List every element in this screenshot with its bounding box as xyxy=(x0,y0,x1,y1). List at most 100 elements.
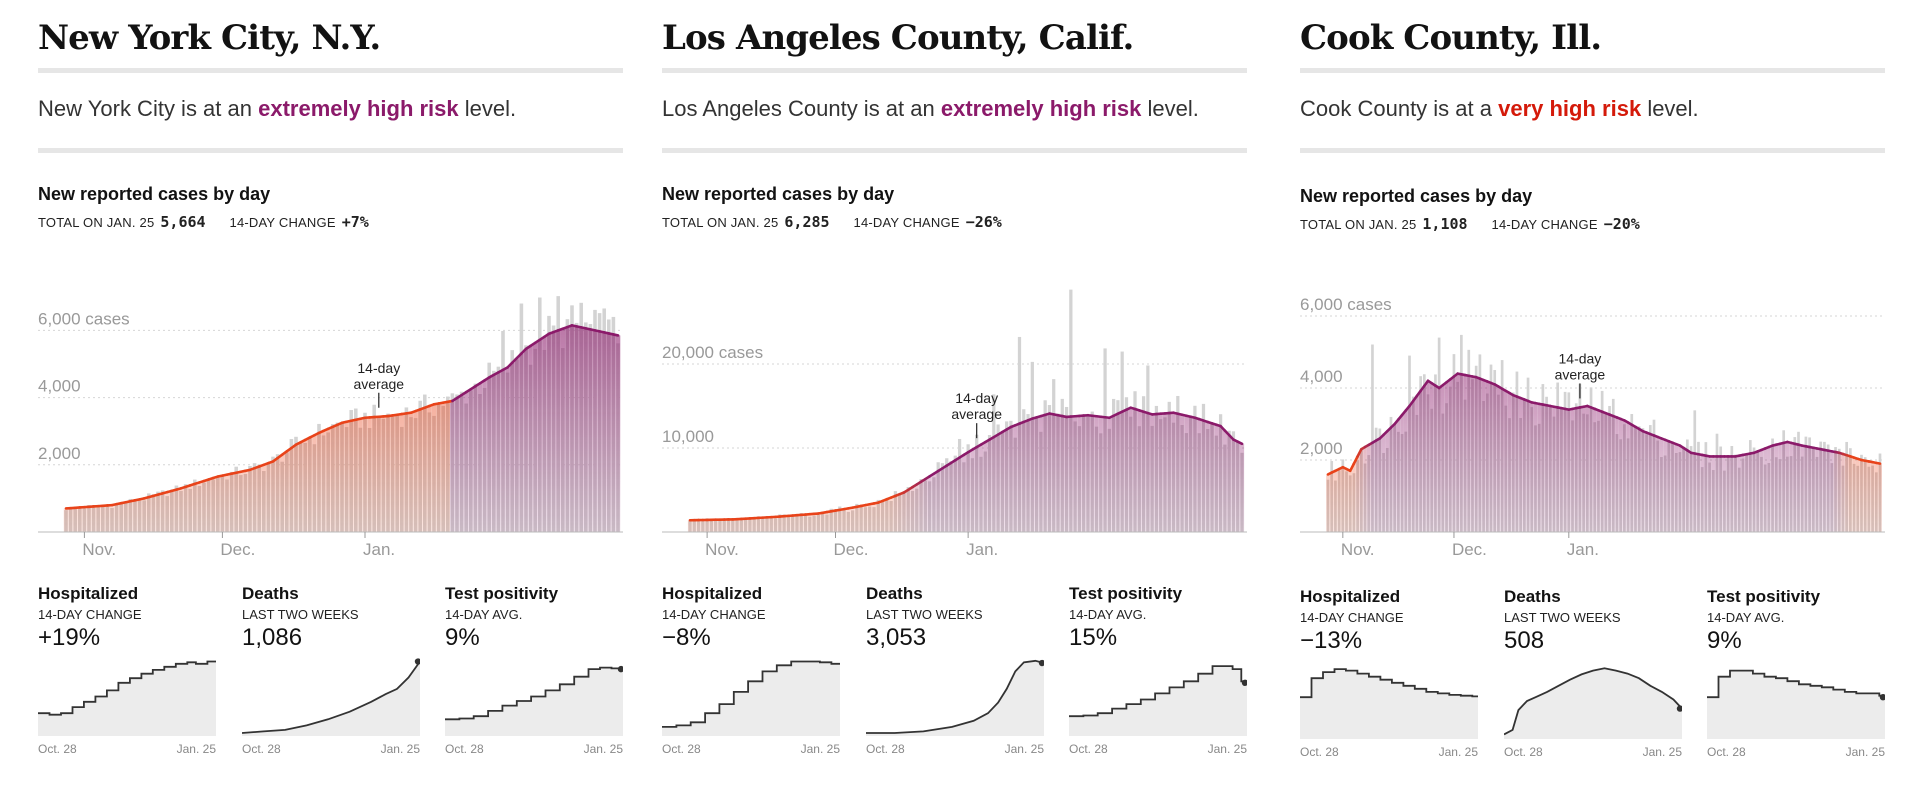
average-area-slice xyxy=(551,332,556,532)
average-area-slice xyxy=(238,471,244,532)
average-area-slice xyxy=(1231,439,1236,532)
average-area-slice xyxy=(1544,405,1549,532)
average-area-slice xyxy=(353,419,359,532)
average-area-slice xyxy=(546,333,552,532)
average-area-slice xyxy=(1081,415,1086,532)
average-area-slice xyxy=(399,414,405,532)
average-area-slice xyxy=(312,435,317,532)
average-area-slice xyxy=(1522,399,1527,532)
metric-value: +19% xyxy=(38,624,101,651)
sparkline-start-label: Oct. 28 xyxy=(242,742,281,756)
average-area-slice xyxy=(1209,423,1215,532)
panel-title: New York City, N.Y. xyxy=(38,18,381,58)
average-area-slice xyxy=(1077,415,1082,532)
average-area-slice xyxy=(1770,445,1775,532)
sparkline-start-label: Oct. 28 xyxy=(1504,745,1543,759)
average-area-slice xyxy=(777,516,782,532)
x-tick-label: Dec. xyxy=(833,540,868,559)
average-area-slice xyxy=(1611,416,1616,532)
average-area-slice xyxy=(275,458,280,532)
average-area-slice xyxy=(910,487,915,532)
metric-title: Test positivity xyxy=(1069,584,1183,603)
metric-value: 508 xyxy=(1504,627,1545,654)
average-area-slice xyxy=(1154,414,1159,532)
average-area-slice xyxy=(1841,454,1845,532)
sparkline-start-label: Oct. 28 xyxy=(866,742,905,756)
total-value: 1,108 xyxy=(1422,215,1468,233)
x-tick-label: Jan. xyxy=(966,540,998,559)
average-area-slice xyxy=(206,479,211,532)
average-area-slice xyxy=(293,444,299,532)
average-area-slice xyxy=(752,518,757,532)
average-area-slice xyxy=(270,461,276,532)
average-area-slice xyxy=(1355,456,1360,532)
average-area-slice xyxy=(63,508,69,532)
average-area-slice xyxy=(1201,420,1206,532)
average-area-slice xyxy=(1437,388,1441,532)
average-area-slice xyxy=(1102,417,1108,532)
average-area-slice xyxy=(709,519,714,532)
average-area-slice xyxy=(542,336,547,532)
average-area-slice xyxy=(1363,447,1367,532)
average-area-slice xyxy=(601,332,607,532)
average-line-segment xyxy=(1352,455,1359,465)
average-area-slice xyxy=(1759,449,1764,532)
average-area-slice xyxy=(876,502,881,532)
metric-subtitle: 14-DAY AVG. xyxy=(445,607,523,622)
average-area-slice xyxy=(201,480,207,532)
average-area-slice xyxy=(1485,381,1490,532)
average-area-slice xyxy=(760,517,765,532)
average-area-slice xyxy=(1648,434,1653,532)
sparkline xyxy=(1504,667,1682,736)
average-area-slice xyxy=(1800,445,1805,532)
risk-statement: Los Angeles County is at an extremely hi… xyxy=(662,95,1199,123)
average-line-segment xyxy=(1874,461,1882,465)
average-area-slice xyxy=(863,505,868,532)
annotation-label: average xyxy=(1555,366,1606,382)
average-area-slice xyxy=(794,515,800,532)
average-area-slice xyxy=(174,489,179,532)
average-area-slice xyxy=(132,500,138,532)
average-area-slice xyxy=(743,518,748,532)
average-area-slice xyxy=(1637,429,1642,532)
average-area-slice xyxy=(1218,426,1223,532)
average-area-slice xyxy=(1128,407,1133,532)
risk-suffix: level. xyxy=(464,96,517,121)
average-area xyxy=(63,325,621,532)
average-area-slice xyxy=(1711,456,1716,532)
average-area-slice xyxy=(1085,415,1091,532)
average-area-slice xyxy=(790,515,795,532)
average-area-slice xyxy=(123,502,129,532)
average-area-slice xyxy=(1541,404,1545,532)
average-area-slice xyxy=(901,492,907,532)
divider xyxy=(662,148,1247,153)
average-area-slice xyxy=(734,519,740,532)
metric-value: 3,053 xyxy=(866,624,927,651)
average-area-slice xyxy=(86,506,92,532)
metric-deaths: Deaths LAST TWO WEEKS 3,053 Oct. 28 Jan. … xyxy=(866,584,1044,758)
average-area-slice xyxy=(445,401,451,532)
average-area-slice xyxy=(523,348,529,532)
average-area-slice xyxy=(1422,385,1427,532)
total-label: TOTAL ON JAN. 25 xyxy=(1300,217,1417,232)
sparkline-area xyxy=(662,661,840,736)
risk-level: very high risk xyxy=(1498,96,1642,121)
average-area-slice xyxy=(1459,374,1464,532)
average-area-slice xyxy=(906,489,911,532)
average-area-slice xyxy=(1652,435,1656,532)
average-area-slice xyxy=(1455,373,1460,532)
average-area-slice xyxy=(128,501,133,532)
average-area-slice xyxy=(769,517,774,532)
average-area-slice xyxy=(1752,452,1756,532)
average-area-slice xyxy=(1463,375,1467,532)
total-value: 5,664 xyxy=(160,213,206,231)
average-area-slice xyxy=(1663,439,1667,532)
change-value: −26% xyxy=(965,213,1002,231)
chart-stats: TOTAL ON JAN. 25 1,108 14-DAY CHANGE −20% xyxy=(1300,215,1664,233)
average-area-slice xyxy=(1537,403,1542,532)
average-area-slice xyxy=(1068,416,1073,532)
average-area xyxy=(1326,373,1882,532)
average-area-slice xyxy=(1629,424,1634,532)
average-area-slice xyxy=(1778,443,1782,532)
average-area-slice xyxy=(1197,419,1202,532)
